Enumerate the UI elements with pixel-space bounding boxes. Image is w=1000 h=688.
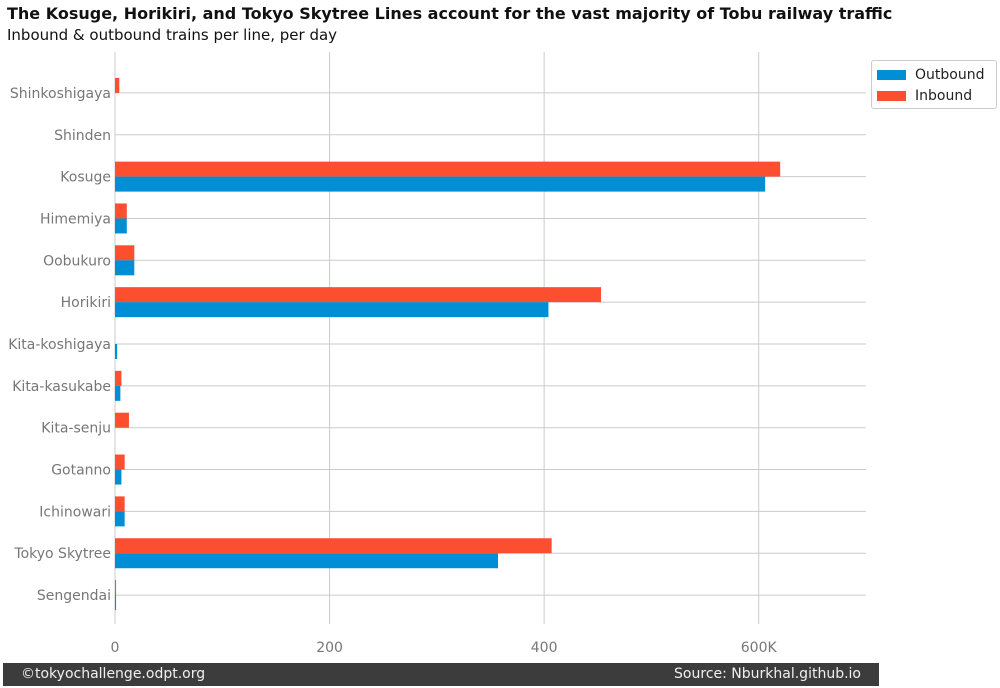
bar-inbound <box>115 203 127 219</box>
x-tick-label: 600K <box>741 640 778 656</box>
bar-inbound <box>115 496 125 512</box>
chart-subtitle: Inbound & outbound trains per line, per … <box>7 26 338 44</box>
footer-copyright: ©tokyochallenge.odpt.org <box>21 666 206 682</box>
x-tick-labels: 0 200 400 600K <box>111 640 778 656</box>
bar-outbound <box>115 218 127 234</box>
bar-inbound <box>115 287 602 303</box>
y-tick-label: Gotanno <box>51 463 111 479</box>
bar-outbound <box>115 385 121 401</box>
legend-item-inbound: Inbound <box>872 85 996 106</box>
bar-inbound <box>115 412 129 428</box>
y-tick-label: Kita-koshigaya <box>8 337 111 353</box>
bars <box>115 77 781 611</box>
bar-inbound <box>115 245 135 261</box>
legend-label-outbound: Outbound <box>915 66 985 83</box>
bar-inbound <box>115 538 552 554</box>
footer-bar: ©tokyochallenge.odpt.org Source: Nburkha… <box>3 663 879 686</box>
bar-outbound <box>115 469 122 485</box>
bar-outbound <box>115 553 499 569</box>
y-tick-label: Kita-kasukabe <box>12 379 111 395</box>
bar-inbound <box>115 454 125 470</box>
bar-inbound <box>115 370 122 386</box>
bar-outbound <box>115 302 549 318</box>
grid <box>114 52 866 624</box>
y-tick-label: Himemiya <box>40 211 111 227</box>
legend-item-outbound: Outbound <box>872 64 996 85</box>
x-tick-label: 0 <box>111 640 120 656</box>
legend: Outbound Inbound <box>871 60 997 109</box>
footer-source: Source: Nburkhal.github.io <box>674 666 861 682</box>
y-tick-label: Horikiri <box>61 295 111 311</box>
y-tick-label: Shinkoshigaya <box>10 86 111 102</box>
y-tick-label: Tokyo Skytree <box>13 546 111 562</box>
y-tick-labels: Shinkoshigaya Shinden Kosuge Himemiya Oobuku… <box>8 86 111 604</box>
y-tick-label: Kosuge <box>60 170 111 186</box>
bar-outbound <box>115 511 125 527</box>
y-tick-label: Kita-senju <box>41 421 111 437</box>
bar-inbound <box>115 161 781 177</box>
bar-inbound <box>115 580 117 596</box>
legend-swatch-outbound <box>877 69 906 80</box>
bar-outbound <box>115 344 118 359</box>
y-tick-label: Sengendai <box>37 588 111 604</box>
y-tick-label: Ichinowari <box>39 504 111 520</box>
x-tick-label: 400 <box>531 640 558 656</box>
bar-outbound <box>115 260 135 276</box>
chart-title: The Kosuge, Horikiri, and Tokyo Skytree … <box>7 4 893 23</box>
legend-swatch-inbound <box>877 90 906 101</box>
bar-outbound <box>115 595 117 611</box>
bar-outbound <box>115 176 766 192</box>
legend-label-inbound: Inbound <box>915 87 973 104</box>
y-tick-label: Oobukuro <box>43 253 111 269</box>
x-tick-label: 200 <box>316 640 343 656</box>
bar-inbound <box>115 77 120 93</box>
y-tick-label: Shinden <box>54 128 111 144</box>
